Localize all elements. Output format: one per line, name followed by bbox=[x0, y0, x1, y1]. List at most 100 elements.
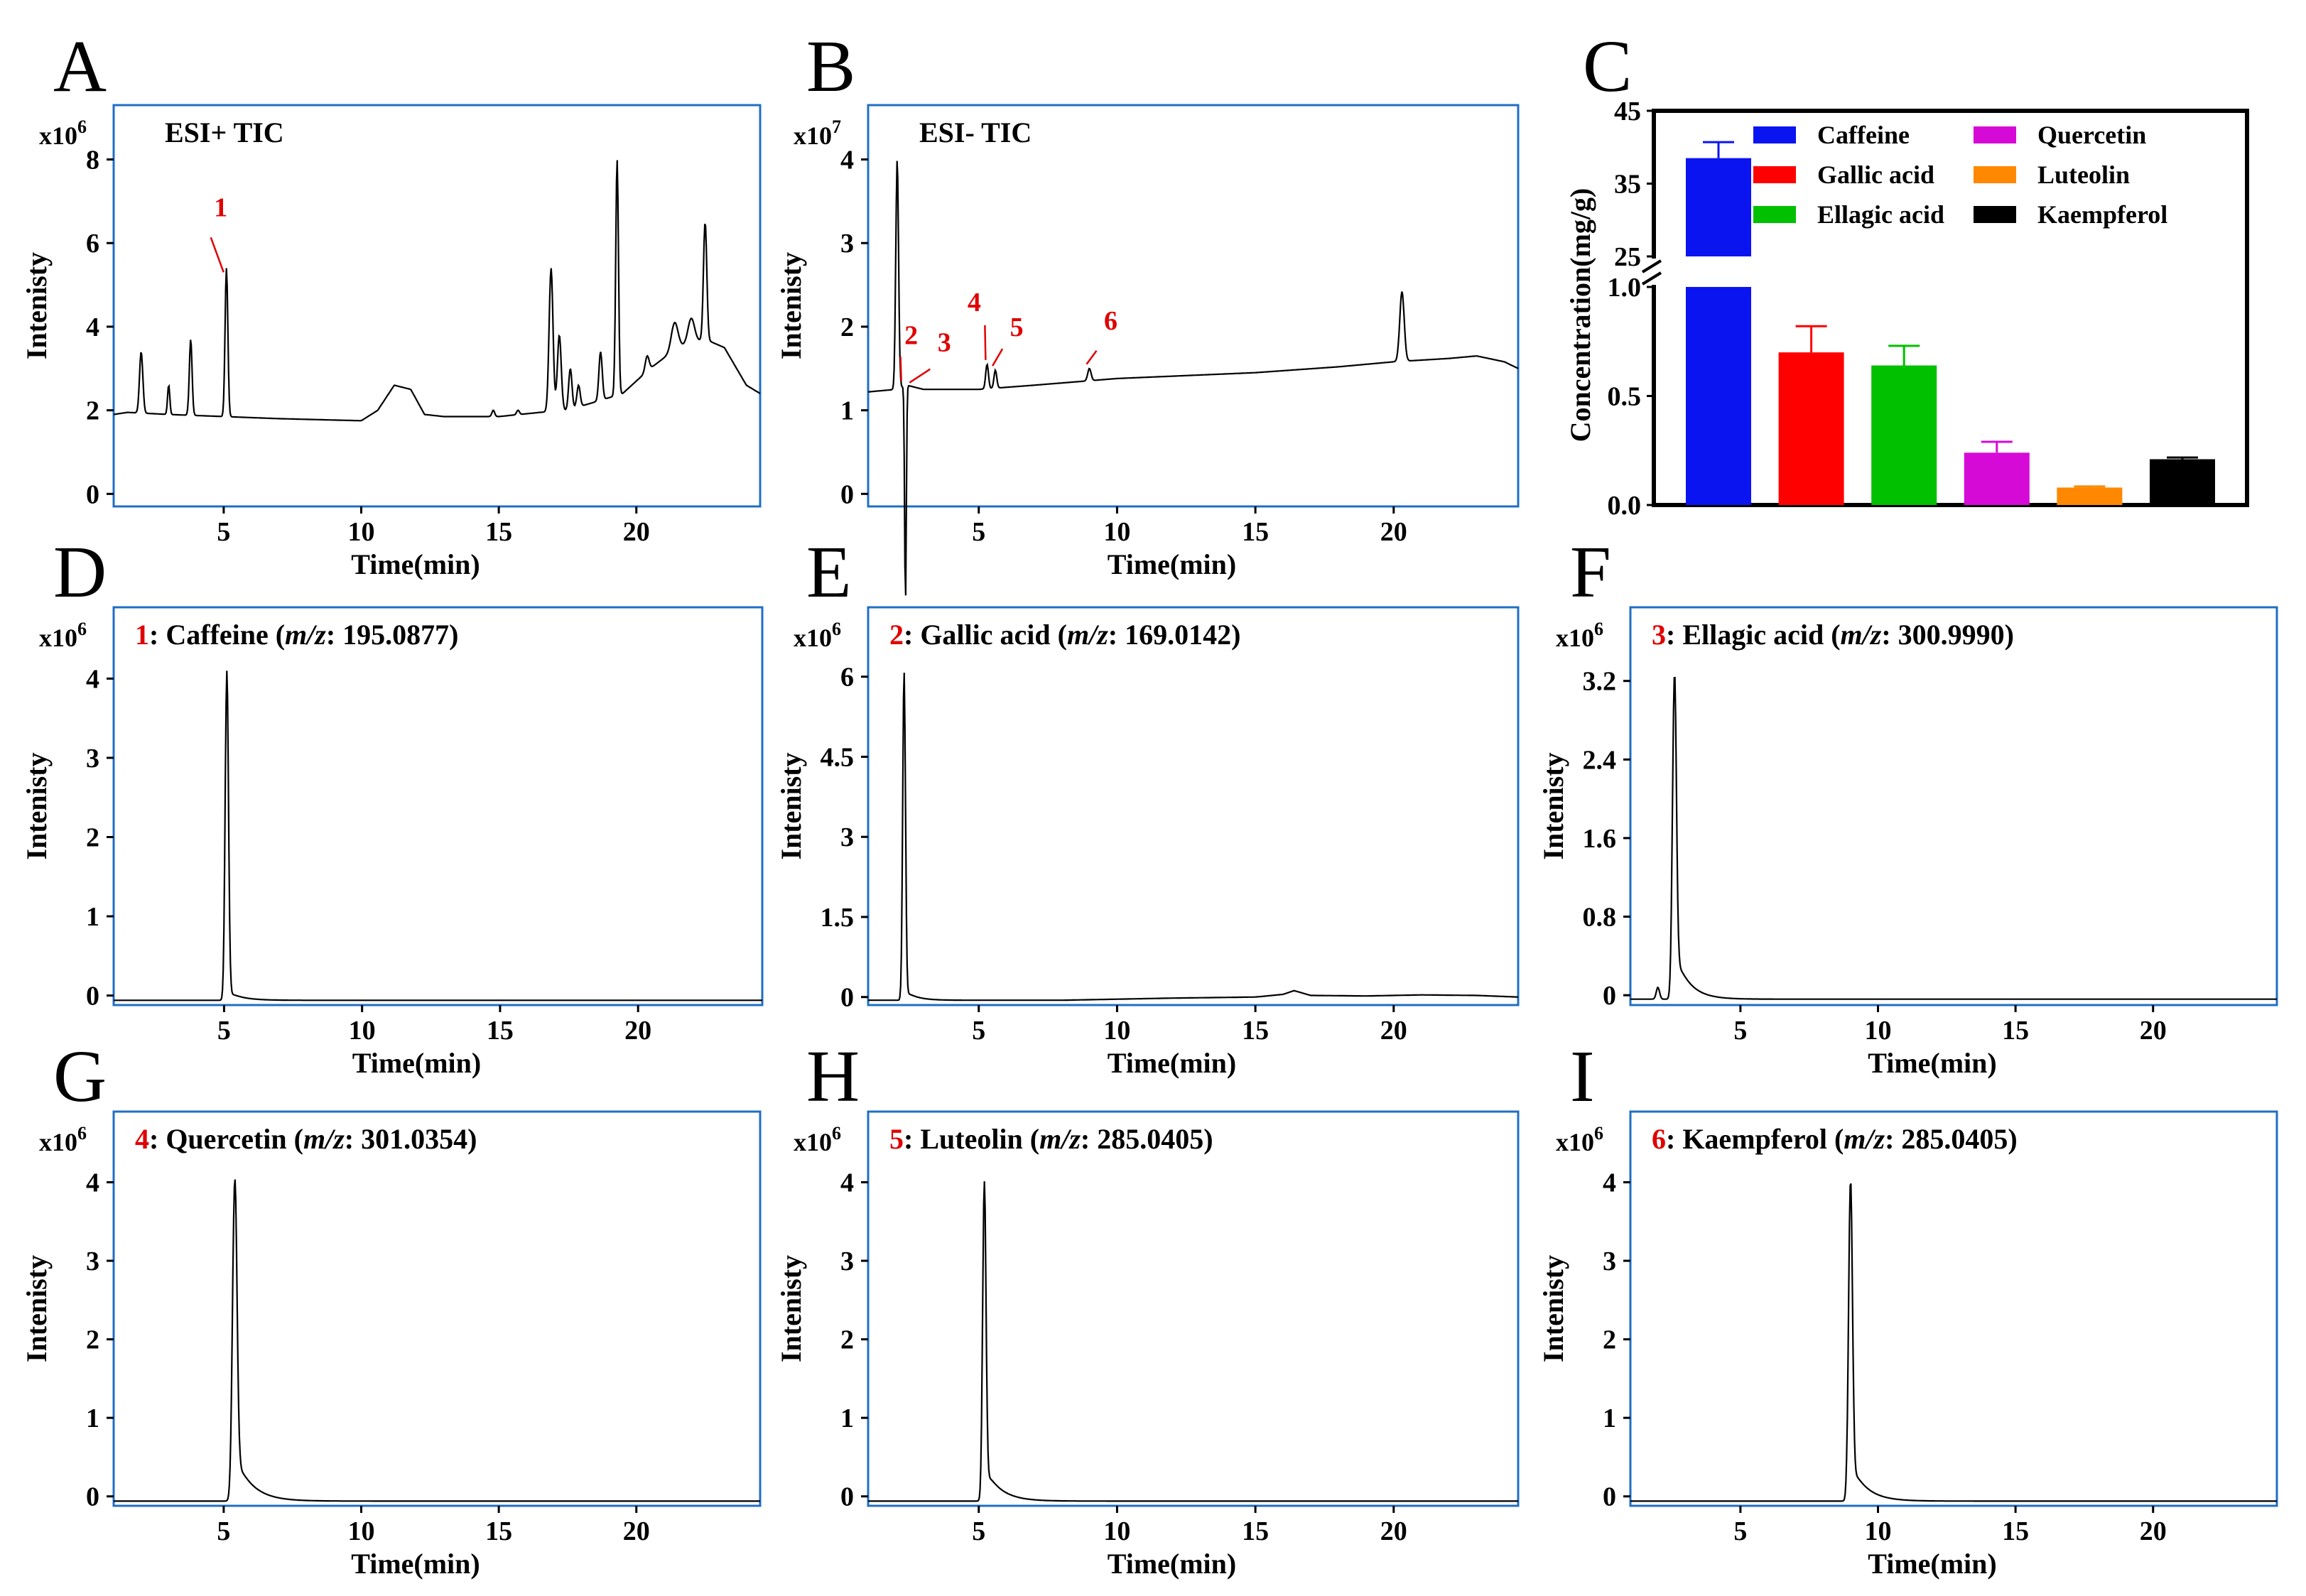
compound-number: 6 bbox=[1652, 1123, 1666, 1155]
panel-title: 5: Luteolin (m/z: 285.0405) bbox=[889, 1123, 1213, 1155]
plot-frame bbox=[112, 104, 762, 508]
bar bbox=[2150, 459, 2215, 505]
chromatogram-trace bbox=[867, 161, 1519, 596]
y-exponent: x106 bbox=[39, 1123, 87, 1156]
compound-number: 4 bbox=[135, 1123, 149, 1155]
y-tick-label: 6 bbox=[840, 663, 854, 693]
x-tick-label: 20 bbox=[1380, 1516, 1407, 1546]
x-tick-label: 20 bbox=[1380, 1016, 1407, 1046]
legend-label: Luteolin bbox=[2037, 161, 2130, 189]
chromatogram-trace bbox=[114, 671, 762, 1001]
y-tick-label: 2.4 bbox=[1583, 745, 1617, 775]
y-tick-label: 1 bbox=[840, 1404, 854, 1433]
y-tick-label: 0 bbox=[86, 982, 99, 1011]
panel-E: E 0 1.5 3 4.5 6 5 10 15 20 Time(min) Intenisty x106 2… bbox=[775, 531, 1520, 1079]
y-tick-label: 0.8 bbox=[1583, 903, 1617, 933]
peak-marker-label: 2 bbox=[904, 320, 918, 350]
x-tick-label: 10 bbox=[349, 1016, 376, 1046]
y-tick-label: 8 bbox=[86, 146, 99, 175]
peak-marker-label: 1 bbox=[214, 192, 227, 222]
y-tick-label: 25 bbox=[1614, 242, 1641, 272]
legend-label: Caffeine bbox=[1817, 121, 1910, 149]
panel-letter: D bbox=[53, 531, 107, 613]
legend-swatch bbox=[1753, 166, 1796, 183]
peak-marker-line bbox=[992, 348, 1004, 367]
y-exponent: x106 bbox=[794, 619, 841, 652]
peak-marker-line bbox=[210, 237, 224, 273]
compound-number: 1 bbox=[135, 619, 149, 651]
bar-lower-segment bbox=[1686, 287, 1751, 505]
y-exponent: x106 bbox=[39, 116, 87, 150]
x-tick-label: 20 bbox=[1380, 517, 1407, 547]
y-tick-label: 4 bbox=[840, 1168, 854, 1198]
x-axis-label: Time(min) bbox=[1868, 1548, 1996, 1580]
x-axis-label: Time(min) bbox=[1108, 548, 1236, 580]
plot-frame bbox=[112, 1110, 762, 1507]
panel-F: F 0 0.8 1.6 2.4 3.2 5 10 15 20 Time(min) Intenisty x… bbox=[1537, 531, 2278, 1079]
plot-frame bbox=[867, 606, 1520, 1006]
y-tick-label: 0 bbox=[840, 1482, 854, 1512]
panel-title: ESI+ TIC bbox=[165, 116, 284, 148]
x-tick-label: 5 bbox=[217, 1516, 230, 1546]
y-axis-label: Intenisty bbox=[21, 1255, 53, 1362]
y-tick-label: 2 bbox=[86, 823, 99, 853]
y-axis-label: Concentration(mg/g) bbox=[1564, 188, 1596, 443]
y-tick-label: 1.5 bbox=[821, 903, 855, 933]
x-tick-label: 20 bbox=[2140, 1516, 2167, 1546]
y-tick-label: 3 bbox=[1603, 1247, 1616, 1276]
x-tick-label: 10 bbox=[1865, 1016, 1892, 1046]
y-tick-label: 35 bbox=[1614, 170, 1641, 200]
x-tick-label: 15 bbox=[485, 1516, 512, 1546]
y-tick-label: 1 bbox=[86, 1404, 99, 1433]
legend-swatch bbox=[1753, 206, 1796, 223]
panel-title: 2: Gallic acid (m/z: 169.0142) bbox=[889, 619, 1240, 651]
bar-upper-segment bbox=[1686, 158, 1751, 256]
y-tick-label: 0 bbox=[1603, 1482, 1616, 1512]
panel-letter: C bbox=[1583, 26, 1632, 107]
plot-frame bbox=[112, 606, 764, 1006]
panel-letter: G bbox=[53, 1036, 107, 1117]
y-tick-label: 2 bbox=[1603, 1325, 1616, 1355]
plot-frame bbox=[867, 1110, 1520, 1507]
y-tick-label: 0 bbox=[86, 1482, 99, 1512]
peak-marker-line bbox=[1086, 350, 1098, 365]
x-tick-label: 10 bbox=[1865, 1516, 1892, 1546]
axis-break-mark bbox=[1641, 259, 1662, 273]
x-tick-label: 15 bbox=[1242, 1016, 1269, 1046]
panel-letter: E bbox=[806, 531, 852, 613]
legend-swatch bbox=[1974, 166, 2016, 183]
y-tick-label: 4 bbox=[840, 146, 854, 175]
legend-label: Quercetin bbox=[2037, 121, 2146, 149]
x-tick-label: 20 bbox=[623, 1516, 650, 1546]
legend-swatch bbox=[1753, 126, 1796, 143]
panel-I: I 0 1 2 3 4 5 10 15 20 Time(min) Intenisty x106 6: Ka… bbox=[1537, 1036, 2278, 1580]
compound-number: 2 bbox=[889, 619, 904, 651]
x-axis-label: Time(min) bbox=[352, 1047, 481, 1079]
x-tick-label: 5 bbox=[1733, 1016, 1747, 1046]
x-axis-label: Time(min) bbox=[1108, 1548, 1236, 1580]
x-tick-label: 20 bbox=[624, 1016, 651, 1046]
x-tick-label: 5 bbox=[1733, 1516, 1747, 1546]
panel-A: A 0 2 4 6 8 5 10 15 20 Time(min) Intenisty x106 ESI+ … bbox=[21, 26, 762, 580]
bar-frame bbox=[1652, 109, 2249, 507]
bar bbox=[2057, 487, 2123, 505]
panel-D: D 0 1 2 3 4 5 10 15 20 Time(min) Intenisty x106 1: Ca… bbox=[21, 531, 764, 1079]
y-tick-label: 1.6 bbox=[1583, 824, 1617, 854]
y-tick-label: 4 bbox=[86, 1168, 99, 1198]
y-tick-label: 3 bbox=[840, 1247, 854, 1276]
x-tick-label: 15 bbox=[1242, 517, 1269, 547]
y-tick-label: 2 bbox=[840, 1325, 854, 1355]
x-tick-label: 5 bbox=[972, 1516, 985, 1546]
panel-H: H 0 1 2 3 4 5 10 15 20 Time(min) Intenisty x106 5: Lu… bbox=[775, 1036, 1520, 1580]
chromatogram-trace bbox=[1630, 676, 2277, 1000]
x-tick-label: 15 bbox=[487, 1016, 514, 1046]
x-tick-label: 5 bbox=[972, 1016, 985, 1046]
compound-number: 3 bbox=[1652, 619, 1666, 651]
x-tick-label: 15 bbox=[2002, 1516, 2029, 1546]
y-exponent: x106 bbox=[1556, 619, 1603, 652]
y-tick-label: 0.0 bbox=[1608, 491, 1642, 521]
y-axis-label: Intenisty bbox=[775, 1255, 807, 1362]
x-axis-label: Time(min) bbox=[1868, 1047, 1996, 1079]
x-axis-label: Time(min) bbox=[1108, 1047, 1236, 1079]
